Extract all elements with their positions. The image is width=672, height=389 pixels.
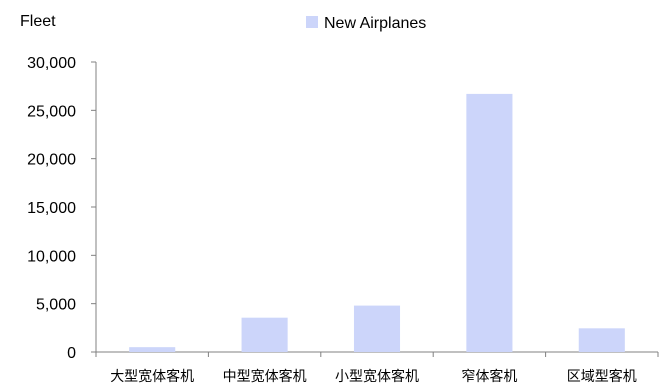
y-tick-label: 5,000 (36, 297, 76, 314)
bar (241, 317, 288, 352)
bar (129, 347, 176, 352)
y-tick-label: 20,000 (27, 152, 76, 169)
x-category-label: 窄体客机 (461, 368, 517, 385)
y-axis: 0 5,000 10,000 15,000 20,000 25,000 30,000 (27, 55, 97, 362)
x-category-label: 大型宽体客机 (110, 368, 194, 385)
legend: New Airplanes (306, 15, 426, 32)
bar (466, 93, 513, 353)
x-category-label: 小型宽体客机 (335, 368, 419, 385)
legend-label: New Airplanes (324, 15, 426, 32)
y-tick-label: 10,000 (27, 248, 76, 265)
bars (129, 93, 625, 353)
x-category-label: 区域型客机 (567, 368, 637, 385)
y-tick-label: 0 (67, 345, 76, 362)
y-tick-label: 25,000 (27, 103, 76, 120)
y-tick-label: 30,000 (27, 55, 76, 72)
y-tick-label: 15,000 (27, 200, 76, 217)
x-category-label: 中型宽体客机 (223, 368, 307, 385)
x-axis: 大型宽体客机 中型宽体客机 小型宽体客机 窄体客机 区域型客机 (95, 351, 659, 385)
bar (578, 328, 625, 352)
legend-swatch (306, 16, 318, 28)
bar (353, 305, 401, 352)
y-axis-title: Fleet (20, 13, 56, 30)
